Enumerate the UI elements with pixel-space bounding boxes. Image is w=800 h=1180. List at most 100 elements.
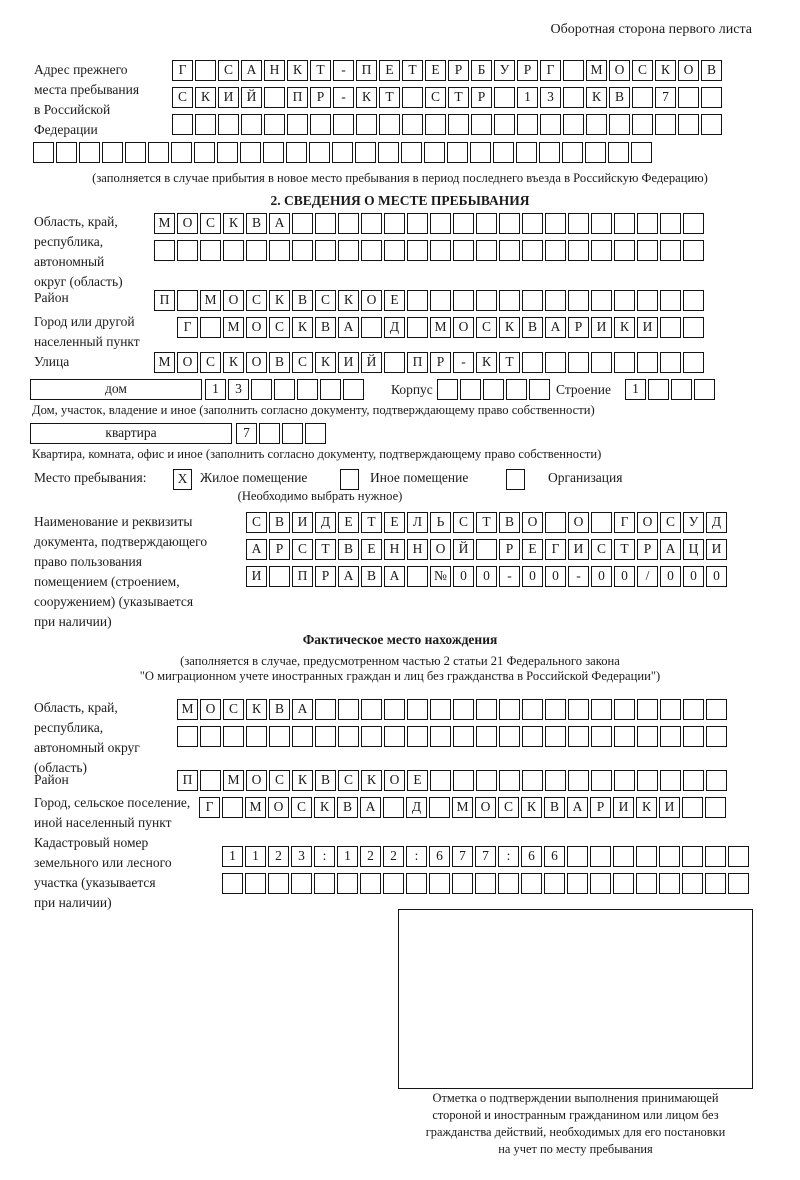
char-cell[interactable] — [343, 379, 364, 400]
char-cell[interactable] — [177, 290, 198, 311]
actual-region-row-2[interactable] — [177, 726, 727, 747]
char-cell[interactable] — [263, 142, 284, 163]
char-cell[interactable]: П — [356, 60, 377, 81]
char-cell[interactable] — [683, 213, 704, 234]
char-cell[interactable] — [460, 379, 481, 400]
char-cell[interactable] — [637, 240, 658, 261]
char-cell[interactable] — [705, 846, 726, 867]
char-cell[interactable] — [545, 512, 566, 533]
char-cell[interactable] — [315, 726, 336, 747]
char-cell[interactable]: А — [338, 317, 359, 338]
char-cell[interactable] — [292, 240, 313, 261]
char-cell[interactable] — [545, 770, 566, 791]
char-cell[interactable]: П — [407, 352, 428, 373]
char-cell[interactable]: О — [268, 797, 289, 818]
char-cell[interactable] — [177, 240, 198, 261]
char-cell[interactable] — [379, 114, 400, 135]
char-cell[interactable]: С — [338, 770, 359, 791]
char-cell[interactable]: И — [591, 317, 612, 338]
char-cell[interactable]: 7 — [655, 87, 676, 108]
char-cell[interactable] — [660, 317, 681, 338]
char-cell[interactable] — [683, 352, 704, 373]
char-cell[interactable] — [522, 240, 543, 261]
char-cell[interactable] — [315, 240, 336, 261]
char-cell[interactable] — [125, 142, 146, 163]
char-cell[interactable] — [407, 213, 428, 234]
char-cell[interactable] — [361, 699, 382, 720]
stay-region-row-2[interactable] — [154, 240, 704, 261]
char-cell[interactable]: И — [338, 352, 359, 373]
char-cell[interactable]: У — [683, 512, 704, 533]
char-cell[interactable]: С — [425, 87, 446, 108]
char-cell[interactable] — [637, 290, 658, 311]
char-cell[interactable] — [102, 142, 123, 163]
char-cell[interactable]: Р — [637, 539, 658, 560]
char-cell[interactable] — [430, 290, 451, 311]
char-cell[interactable] — [361, 317, 382, 338]
char-cell[interactable] — [694, 379, 715, 400]
char-cell[interactable]: - — [333, 87, 354, 108]
char-cell[interactable]: М — [430, 317, 451, 338]
char-cell[interactable]: В — [522, 317, 543, 338]
char-cell[interactable] — [483, 379, 504, 400]
char-cell[interactable]: М — [223, 317, 244, 338]
char-cell[interactable] — [493, 142, 514, 163]
char-cell[interactable] — [177, 726, 198, 747]
char-cell[interactable]: И — [218, 87, 239, 108]
char-cell[interactable]: Й — [453, 539, 474, 560]
char-cell[interactable] — [332, 142, 353, 163]
char-cell[interactable]: В — [361, 566, 382, 587]
char-cell[interactable] — [453, 699, 474, 720]
char-cell[interactable] — [407, 566, 428, 587]
checkbox-other[interactable] — [340, 469, 359, 490]
char-cell[interactable]: К — [361, 770, 382, 791]
char-cell[interactable] — [683, 726, 704, 747]
char-cell[interactable]: О — [609, 60, 630, 81]
char-cell[interactable] — [355, 142, 376, 163]
char-cell[interactable]: Т — [379, 87, 400, 108]
char-cell[interactable] — [453, 213, 474, 234]
char-cell[interactable] — [586, 114, 607, 135]
char-cell[interactable] — [476, 213, 497, 234]
char-cell[interactable] — [200, 240, 221, 261]
char-cell[interactable]: В — [337, 797, 358, 818]
char-cell[interactable]: О — [522, 512, 543, 533]
char-cell[interactable] — [632, 87, 653, 108]
char-cell[interactable] — [614, 290, 635, 311]
char-cell[interactable] — [429, 873, 450, 894]
char-cell[interactable] — [194, 142, 215, 163]
char-cell[interactable] — [683, 699, 704, 720]
char-cell[interactable] — [498, 873, 519, 894]
char-cell[interactable] — [590, 846, 611, 867]
char-cell[interactable]: И — [637, 317, 658, 338]
char-cell[interactable] — [361, 213, 382, 234]
char-cell[interactable]: С — [498, 797, 519, 818]
char-cell[interactable] — [590, 873, 611, 894]
char-cell[interactable] — [264, 87, 285, 108]
char-cell[interactable]: С — [218, 60, 239, 81]
char-cell[interactable]: Е — [384, 512, 405, 533]
char-cell[interactable]: С — [632, 60, 653, 81]
char-cell[interactable]: О — [678, 60, 699, 81]
char-cell[interactable] — [632, 114, 653, 135]
char-cell[interactable]: Г — [545, 539, 566, 560]
char-cell[interactable]: 0 — [660, 566, 681, 587]
char-cell[interactable]: В — [338, 539, 359, 560]
char-cell[interactable] — [200, 317, 221, 338]
char-cell[interactable] — [430, 770, 451, 791]
char-cell[interactable]: Р — [568, 317, 589, 338]
char-cell[interactable] — [246, 240, 267, 261]
char-cell[interactable]: И — [568, 539, 589, 560]
char-cell[interactable] — [636, 846, 657, 867]
char-cell[interactable]: О — [453, 317, 474, 338]
char-cell[interactable] — [429, 797, 450, 818]
char-cell[interactable] — [241, 114, 262, 135]
char-cell[interactable]: 1 — [205, 379, 226, 400]
char-cell[interactable]: О — [475, 797, 496, 818]
char-cell[interactable] — [33, 142, 54, 163]
char-cell[interactable] — [506, 379, 527, 400]
char-cell[interactable]: И — [659, 797, 680, 818]
